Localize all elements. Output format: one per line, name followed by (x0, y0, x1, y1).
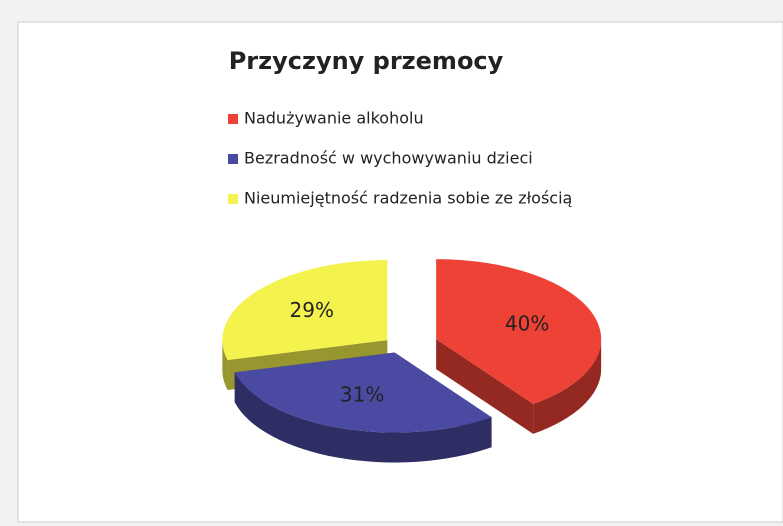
slice (222, 260, 388, 360)
legend-swatch (228, 194, 238, 204)
legend-label: Nadużywanie alkoholu (244, 109, 424, 128)
slice-side (234, 372, 492, 463)
slice-face (436, 339, 534, 434)
chart-title: Przyczyny przemocy (229, 47, 504, 75)
data-label: 31% (340, 383, 384, 407)
slice (234, 352, 492, 433)
slice-side (533, 339, 602, 434)
legend-label: Nieumiejętność radzenia sobie ze złością (244, 189, 572, 208)
slice-side (222, 340, 228, 390)
legend-label: Bezradność w wychowywaniu dzieci (244, 149, 533, 168)
legend-swatch (228, 154, 238, 164)
legend-swatch (228, 114, 238, 124)
data-label: 40% (505, 311, 549, 335)
slice (436, 259, 602, 404)
data-label: 29% (290, 298, 334, 322)
